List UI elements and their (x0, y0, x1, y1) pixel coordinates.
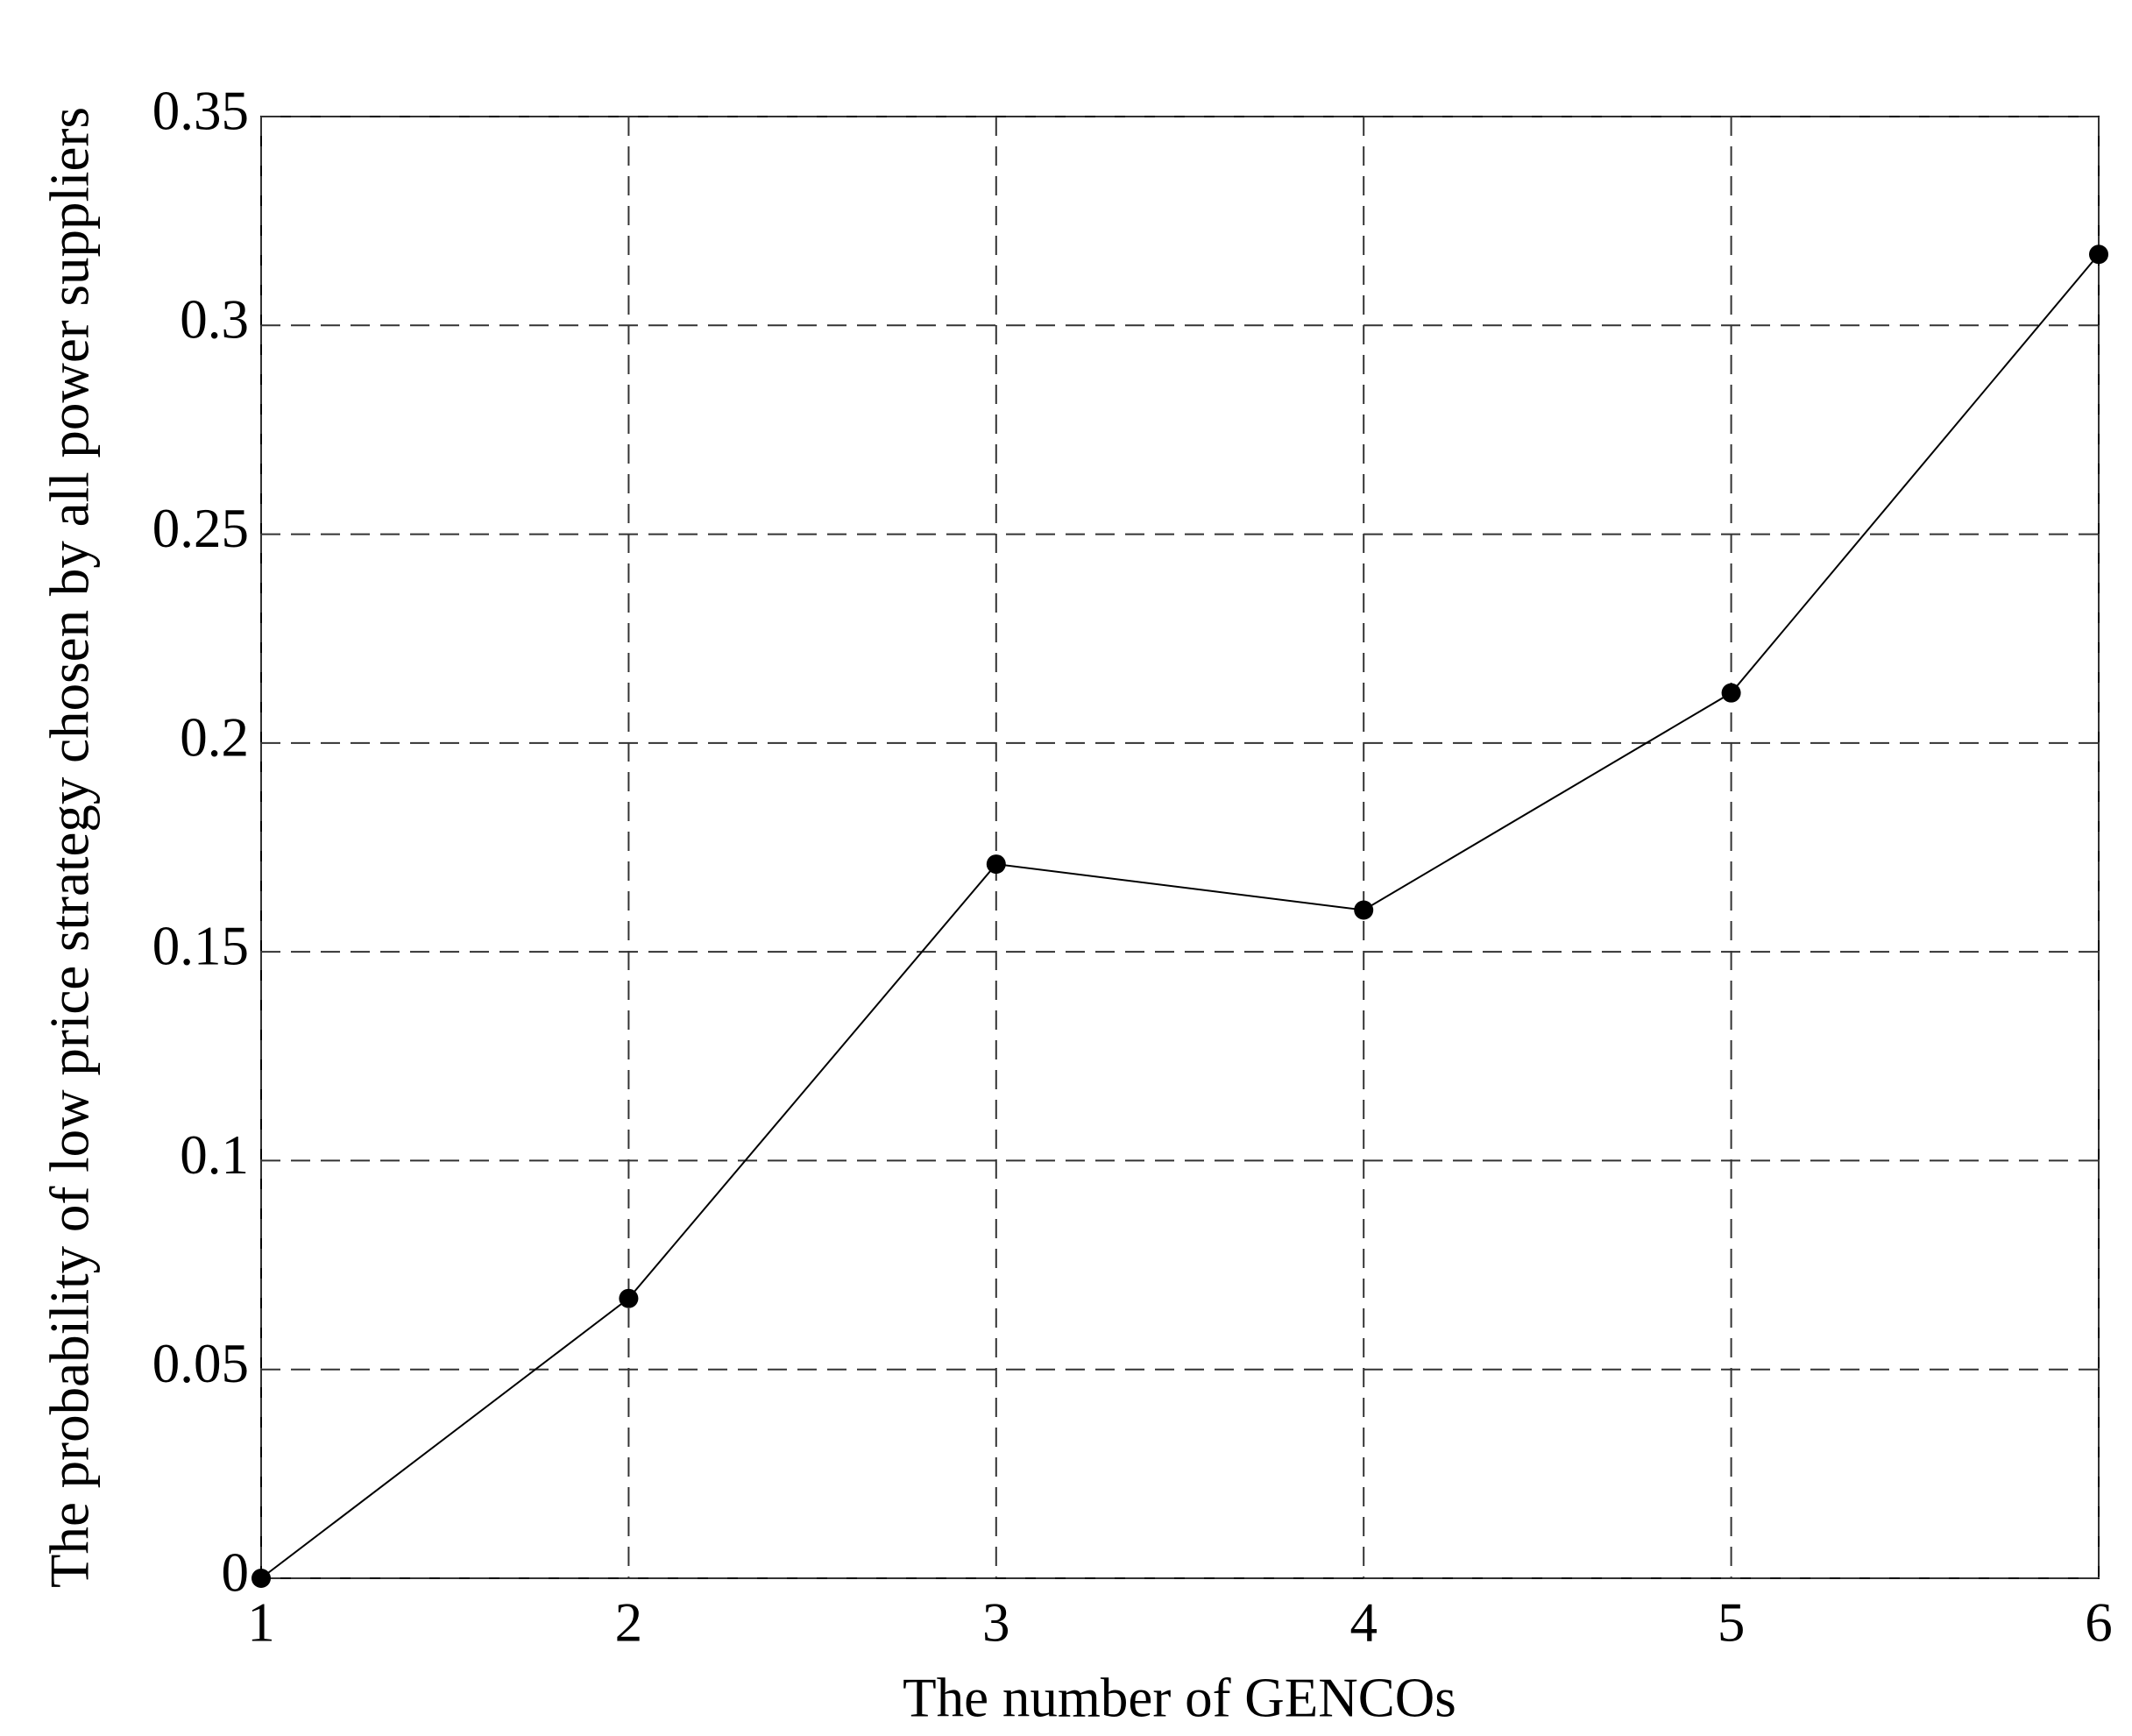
series-line (260, 253, 2100, 1579)
x-axis-label: The number of GENCOs (903, 1667, 1456, 1728)
x-tick-label: 6 (2085, 1591, 2113, 1653)
y-tick-label: 0.3 (180, 289, 249, 351)
data-point (1354, 900, 1374, 920)
y-axis-label: The probability of low price strategy ch… (39, 107, 100, 1588)
data-point (251, 1569, 271, 1588)
y-tick-label: 0 (222, 1541, 250, 1603)
y-tick-label: 0.35 (152, 80, 249, 141)
y-tick-label: 0.2 (180, 706, 249, 768)
y-tick-label: 0.05 (152, 1333, 249, 1394)
data-point (2089, 244, 2108, 265)
data-point (1721, 683, 1741, 703)
y-tick-label: 0.1 (180, 1124, 249, 1186)
x-tick-label: 5 (1718, 1591, 1746, 1653)
x-tick-label: 1 (247, 1591, 275, 1653)
y-tick-label: 0.25 (152, 498, 249, 559)
x-tick-label: 3 (982, 1591, 1010, 1653)
plot-frame (260, 116, 2100, 1579)
x-tick-label: 4 (1349, 1591, 1378, 1653)
x-tick-label: 2 (615, 1591, 643, 1653)
y-tick-label: 0.15 (152, 916, 249, 977)
data-point (986, 854, 1006, 875)
data-point (619, 1288, 639, 1308)
